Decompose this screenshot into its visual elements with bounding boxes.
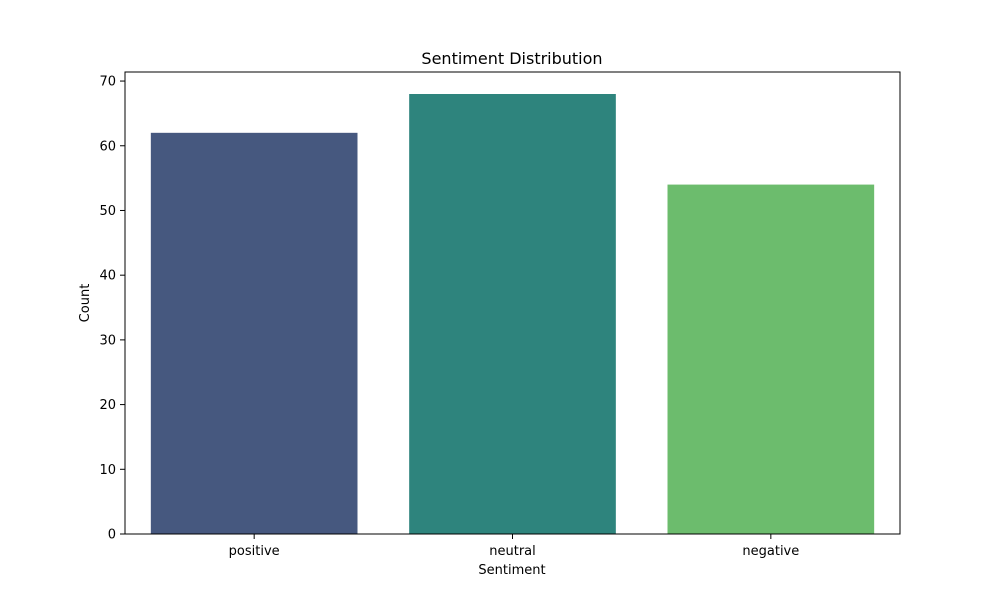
bar-negative (667, 184, 875, 534)
y-tick-label: 70 (99, 75, 116, 90)
plot-frame (124, 71, 901, 535)
bar-positive (150, 132, 358, 534)
y-axis-label: Count (78, 284, 93, 323)
y-tick-label: 60 (99, 139, 116, 154)
bars-group (150, 94, 875, 534)
x-tick-label: negative (742, 544, 799, 559)
y-tick-label: 20 (99, 398, 116, 413)
y-tick-label: 40 (99, 269, 116, 284)
y-tick-label: 30 (99, 333, 116, 348)
x-tick-label: neutral (489, 544, 536, 559)
y-axis-ticks: 0 10 20 30 40 50 60 70 (99, 75, 125, 543)
x-axis-ticks: positive neutral negative (229, 534, 799, 559)
x-tick-label: positive (229, 544, 280, 559)
x-axis-label: Sentiment (478, 563, 545, 578)
chart-title: Sentiment Distribution (421, 49, 602, 68)
y-tick-label: 0 (108, 528, 116, 543)
bar-neutral (409, 94, 616, 534)
y-tick-label: 50 (99, 204, 116, 219)
y-tick-label: 10 (99, 463, 116, 478)
